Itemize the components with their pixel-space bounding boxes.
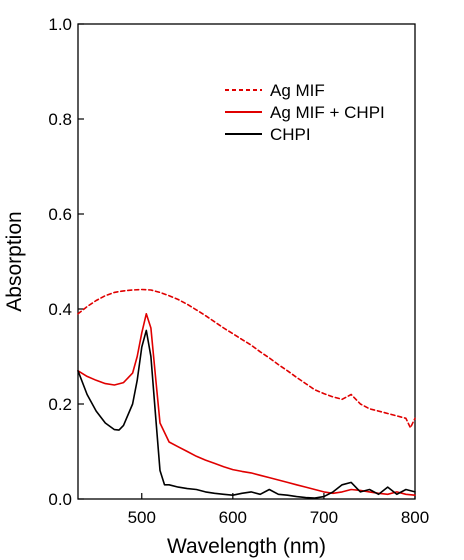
x-tick-label: 800 xyxy=(401,508,429,527)
y-axis-label: Absorption xyxy=(3,211,26,311)
series-line-0 xyxy=(77,288,416,429)
series-group xyxy=(77,288,416,499)
legend: Ag MIF Ag MIF + CHPI CHPI xyxy=(225,81,385,144)
series-line-2 xyxy=(77,329,416,499)
y-tick-label: 0.0 xyxy=(48,490,72,509)
legend-label: Ag MIF xyxy=(270,81,325,100)
plot-area: 500 600 700 800 0.0 0.2 0.4 0.6 0.8 1.0 xyxy=(48,15,429,527)
x-tick-label: 700 xyxy=(310,508,338,527)
y-tick-label: 0.2 xyxy=(48,395,72,414)
x-axis-ticks: 500 600 700 800 xyxy=(128,493,429,527)
y-axis-ticks: 0.0 0.2 0.4 0.6 0.8 1.0 xyxy=(48,15,84,509)
y-tick-label: 0.6 xyxy=(48,205,72,224)
y-tick-label: 0.4 xyxy=(48,300,72,319)
plot-frame xyxy=(77,23,416,500)
legend-label: Ag MIF + CHPI xyxy=(270,103,385,122)
y-tick-label: 1.0 xyxy=(48,15,72,34)
x-tick-label: 500 xyxy=(128,508,156,527)
legend-label: CHPI xyxy=(270,125,311,144)
series-line-1 xyxy=(77,313,416,496)
y-tick-label: 0.8 xyxy=(48,110,72,129)
x-axis-label: Wavelength (nm) xyxy=(167,535,326,558)
x-tick-label: 600 xyxy=(219,508,247,527)
